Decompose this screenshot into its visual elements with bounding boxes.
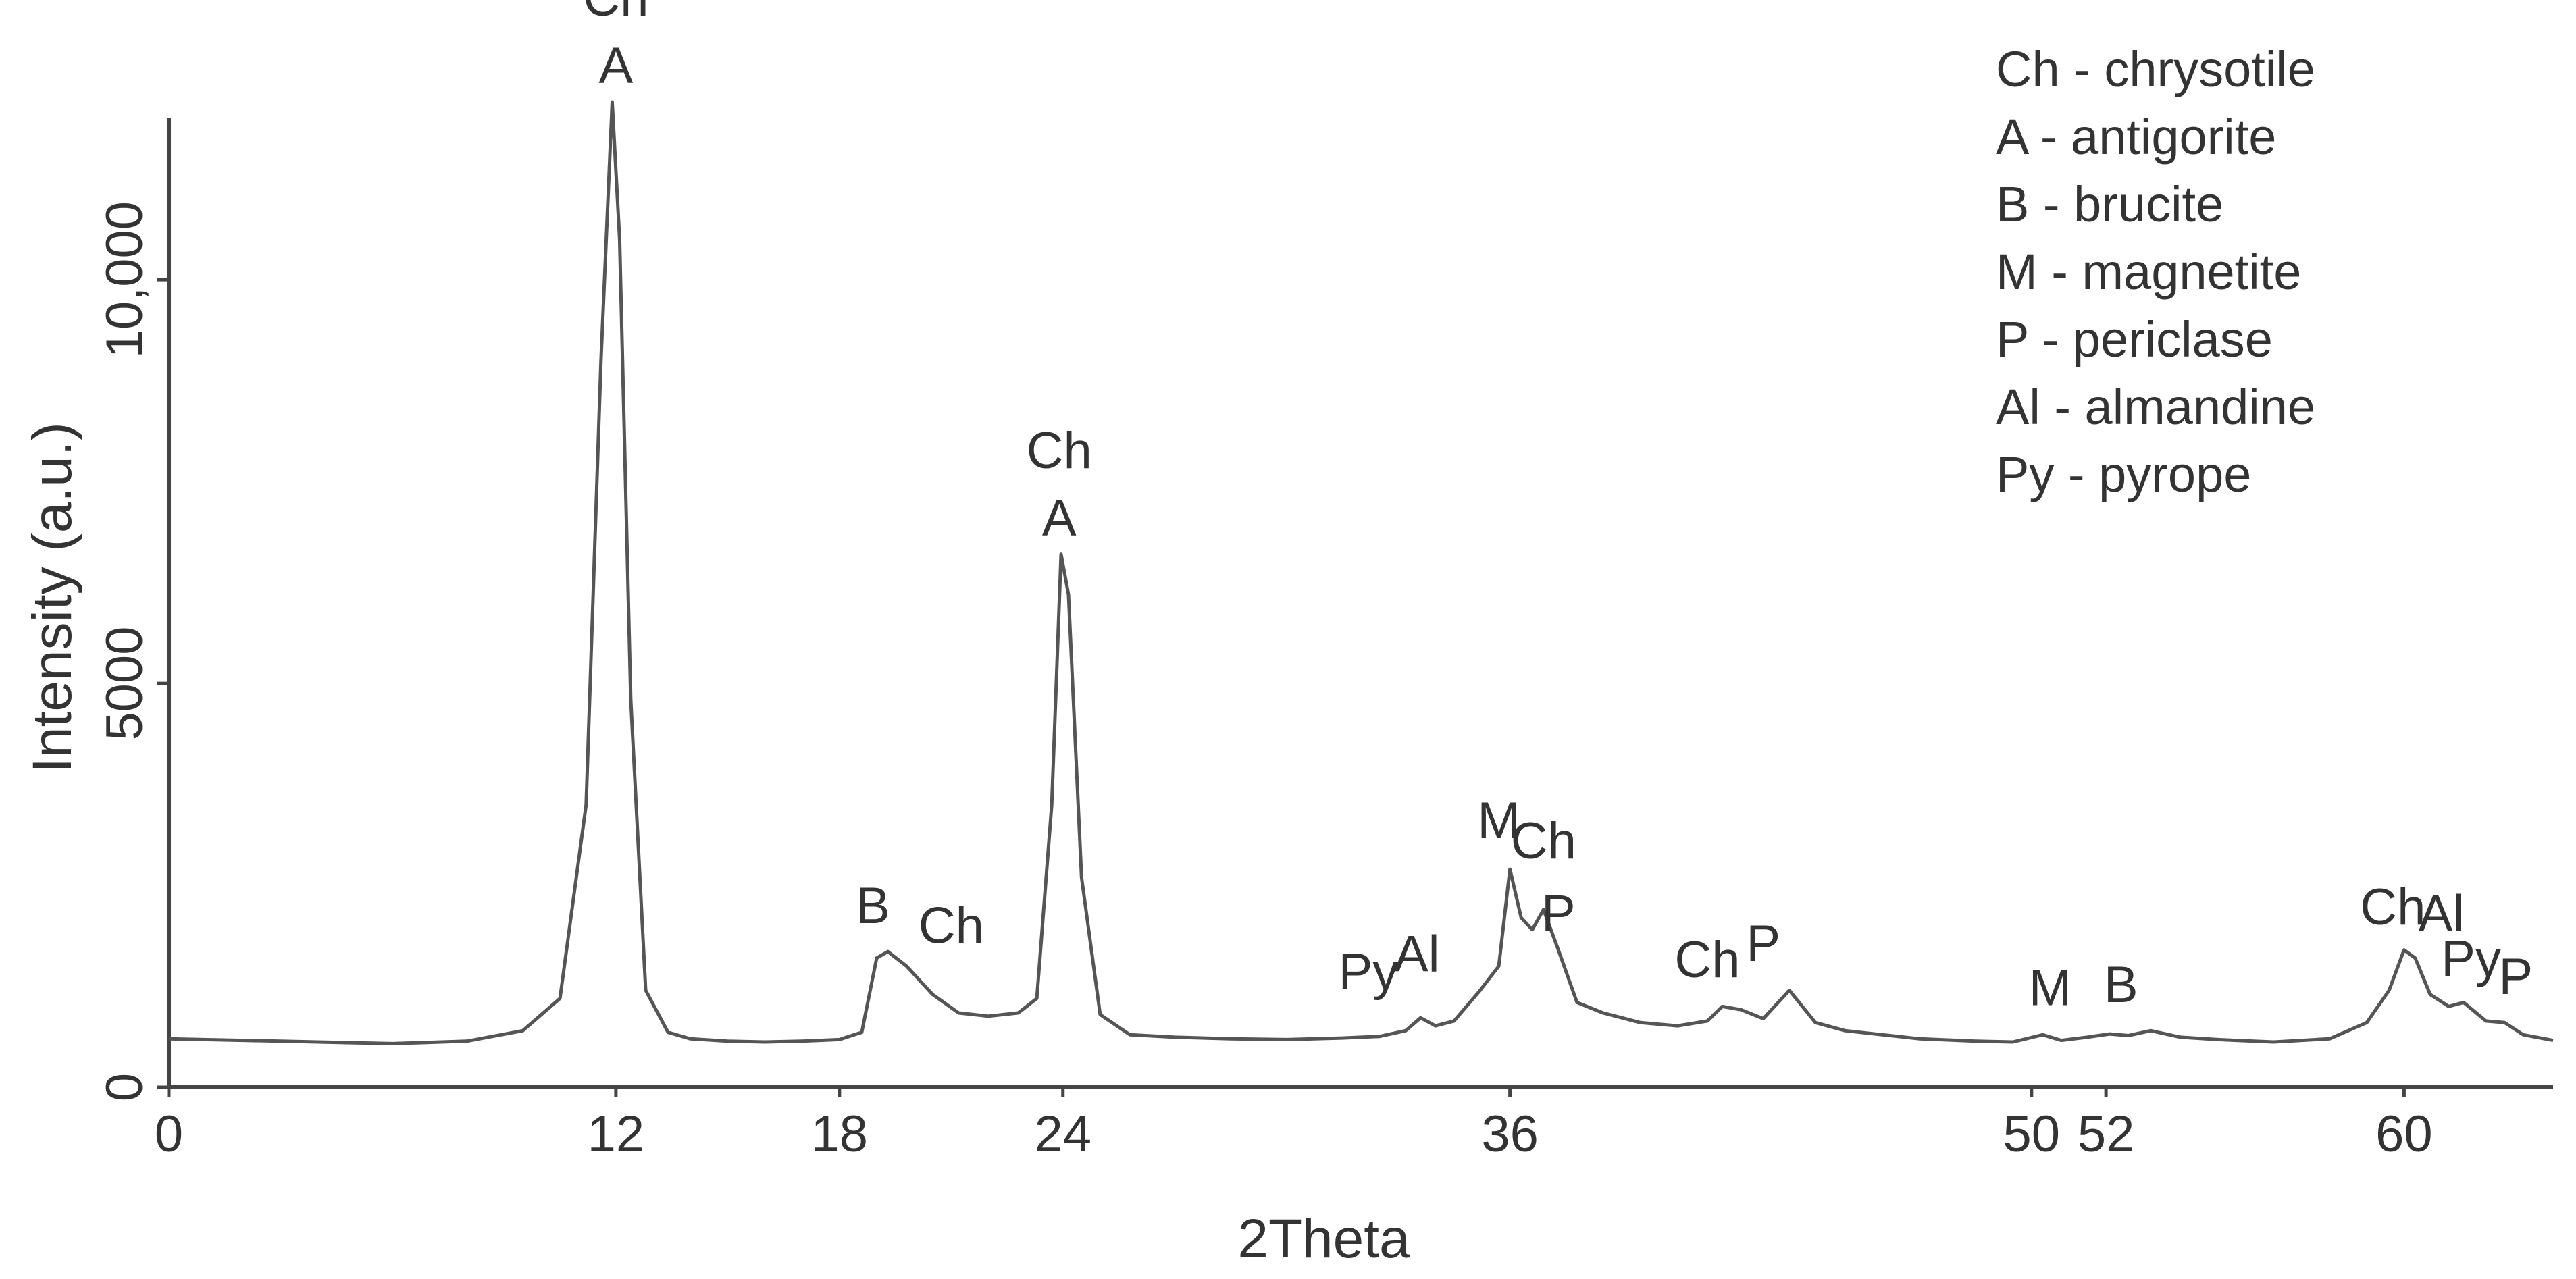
x-tick-label: 12: [588, 1105, 645, 1163]
x-tick-label: 36: [1481, 1105, 1539, 1163]
legend-entry: M - magnetite: [1996, 244, 2301, 300]
legend-entry: B - brucite: [1996, 176, 2223, 232]
x-tick-label: 50: [2003, 1105, 2061, 1163]
peak-label: Py: [2441, 931, 2501, 988]
x-tick-label: 0: [155, 1105, 183, 1163]
y-tick-label: 5000: [96, 627, 153, 741]
x-axis-title: 2Theta: [1237, 1208, 1410, 1270]
peak-label: Py: [1339, 943, 1399, 1001]
peak-label: Al: [2419, 885, 2465, 943]
peak-label: Ch: [1511, 812, 1576, 870]
peak-label: B: [856, 877, 890, 935]
peak-label: A: [1042, 490, 1077, 547]
legend-entry: Py - pyrope: [1996, 446, 2251, 502]
legend-entry: A - antigorite: [1996, 109, 2276, 165]
y-ticks: 0 5000 10,000: [96, 201, 169, 1101]
peak-label: Al: [1394, 926, 1440, 983]
peak-label: Ch: [2360, 879, 2425, 936]
peak-label: M: [1477, 792, 1520, 850]
x-tick-label: 18: [811, 1105, 869, 1163]
y-tick-label: 0: [96, 1073, 153, 1101]
peak-label: B: [2104, 956, 2138, 1014]
legend-entry: Al - almandine: [1996, 379, 2315, 435]
peak-label: P: [1746, 915, 1780, 972]
peak-label: Ch: [1674, 931, 1740, 989]
peak-labels: ChAChABChPyAlMChPChPMBChAlPyP: [583, 0, 2533, 1017]
peak-label: Ch: [583, 0, 648, 27]
peak-label: Ch: [1027, 422, 1092, 479]
peak-label: P: [1541, 885, 1576, 943]
legend-entry: P - periclase: [1996, 311, 2273, 367]
series-line: [168, 100, 2554, 1045]
peak-label: M: [2029, 960, 2071, 1017]
legend: Ch - chrysotile A - antigorite B - brucite…: [1996, 41, 2315, 502]
peak-label: A: [599, 37, 634, 95]
x-tick-label: 24: [1034, 1105, 1091, 1163]
x-tick-label: 52: [2078, 1105, 2135, 1163]
legend-entry: Ch - chrysotile: [1996, 41, 2315, 97]
y-tick-label: 10,000: [96, 201, 153, 358]
y-axis-title: Intensity (a.u.): [22, 422, 83, 773]
x-tick-label: 60: [2375, 1105, 2433, 1163]
peak-label: Ch: [919, 897, 984, 955]
peak-label: P: [2498, 948, 2533, 1006]
x-ticks: 0 12 18 24 36 50 52 60: [155, 1087, 2433, 1163]
